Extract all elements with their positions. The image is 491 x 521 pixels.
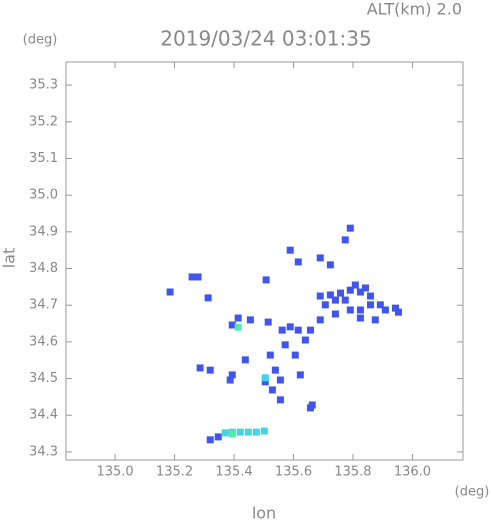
echo-point	[341, 236, 349, 244]
echo-point	[356, 314, 364, 322]
echo-point	[306, 326, 314, 334]
echo-point	[260, 427, 268, 435]
echo-point	[331, 296, 339, 304]
echo-point	[241, 356, 249, 364]
echo-point	[206, 366, 214, 374]
echo-point	[226, 376, 234, 384]
y-tick-label: 34.8	[29, 261, 58, 276]
echo-point	[356, 306, 364, 314]
echo-point	[234, 314, 242, 322]
echo-point	[276, 376, 284, 384]
echo-point	[228, 430, 236, 438]
echo-point	[367, 301, 375, 309]
echo-point	[294, 326, 302, 334]
echo-point	[371, 316, 379, 324]
y-tick-label: 34.7	[29, 298, 58, 313]
y-tick-label: 35.1	[29, 151, 58, 166]
y-tick-label: 34.6	[29, 334, 58, 349]
echo-point	[244, 428, 252, 436]
echo-point	[278, 326, 286, 334]
y-tick-label: 35.0	[29, 188, 58, 203]
echo-point	[356, 288, 364, 296]
echo-point	[346, 224, 354, 232]
echo-point	[301, 336, 309, 344]
plot-frame	[65, 61, 464, 461]
y-unit: (deg)	[23, 33, 58, 48]
echo-point	[188, 273, 196, 281]
echo-point	[261, 374, 269, 382]
x-tick-label: 135.0	[96, 465, 133, 480]
echo-point	[246, 316, 254, 324]
x-tick-label: 135.8	[334, 465, 371, 480]
y-tick-label: 34.9	[29, 224, 58, 239]
echo-point	[166, 288, 174, 296]
echo-point	[286, 323, 294, 331]
y-tick-label: 34.4	[29, 408, 58, 423]
echo-point	[294, 258, 302, 266]
echo-point	[262, 276, 270, 284]
echo-point	[194, 273, 202, 281]
echo-point	[394, 308, 402, 316]
x-tick-label: 135.6	[275, 465, 312, 480]
echo-point	[351, 281, 359, 289]
echo-point	[236, 428, 244, 436]
echo-point	[306, 404, 314, 412]
echo-point	[346, 306, 354, 314]
x-tick-label: 135.2	[156, 465, 193, 480]
echo-point	[228, 321, 236, 329]
echo-point	[228, 371, 236, 379]
echo-point	[346, 286, 354, 294]
echo-point	[276, 396, 284, 404]
echo-point	[381, 306, 389, 314]
echo-point	[361, 284, 369, 292]
echo-point	[316, 254, 324, 262]
echo-point	[234, 323, 242, 331]
y-tick-label: 34.5	[29, 371, 58, 386]
y-axis-label: lat	[0, 248, 19, 269]
x-tick-label: 136.0	[394, 465, 431, 480]
echo-point	[221, 429, 229, 437]
echo-point	[252, 428, 260, 436]
echo-point	[336, 289, 344, 297]
echo-point	[206, 436, 214, 444]
chart-title: 2019/03/24 03:01:35	[160, 27, 371, 51]
echo-point	[261, 378, 269, 386]
echo-point	[204, 294, 212, 302]
echo-point	[281, 341, 289, 349]
x-tick-label: 135.4	[215, 465, 252, 480]
echo-point	[391, 304, 399, 312]
echo-point	[214, 433, 222, 441]
echo-point	[321, 301, 329, 309]
echo-point	[286, 246, 294, 254]
echo-point	[331, 310, 339, 318]
echo-point	[341, 296, 349, 304]
x-unit: (deg)	[455, 485, 490, 500]
y-tick-label: 35.3	[29, 78, 58, 93]
x-axis-label: lon	[252, 504, 276, 521]
echo-point	[376, 301, 384, 309]
echo-point	[326, 261, 334, 269]
echo-point	[268, 386, 276, 394]
y-tick-label: 35.2	[29, 114, 58, 129]
echo-point	[326, 291, 334, 299]
subtitle: ALT(km) 2.0	[367, 0, 462, 19]
echo-point	[266, 351, 274, 359]
y-tick-label: 34.3	[29, 444, 58, 459]
echo-point	[296, 371, 304, 379]
echo-point	[196, 364, 204, 372]
echo-point	[291, 351, 299, 359]
echo-point	[264, 318, 272, 326]
echo-point	[271, 366, 279, 374]
echo-point	[316, 292, 324, 300]
echo-point	[367, 292, 375, 300]
echo-point	[316, 316, 324, 324]
